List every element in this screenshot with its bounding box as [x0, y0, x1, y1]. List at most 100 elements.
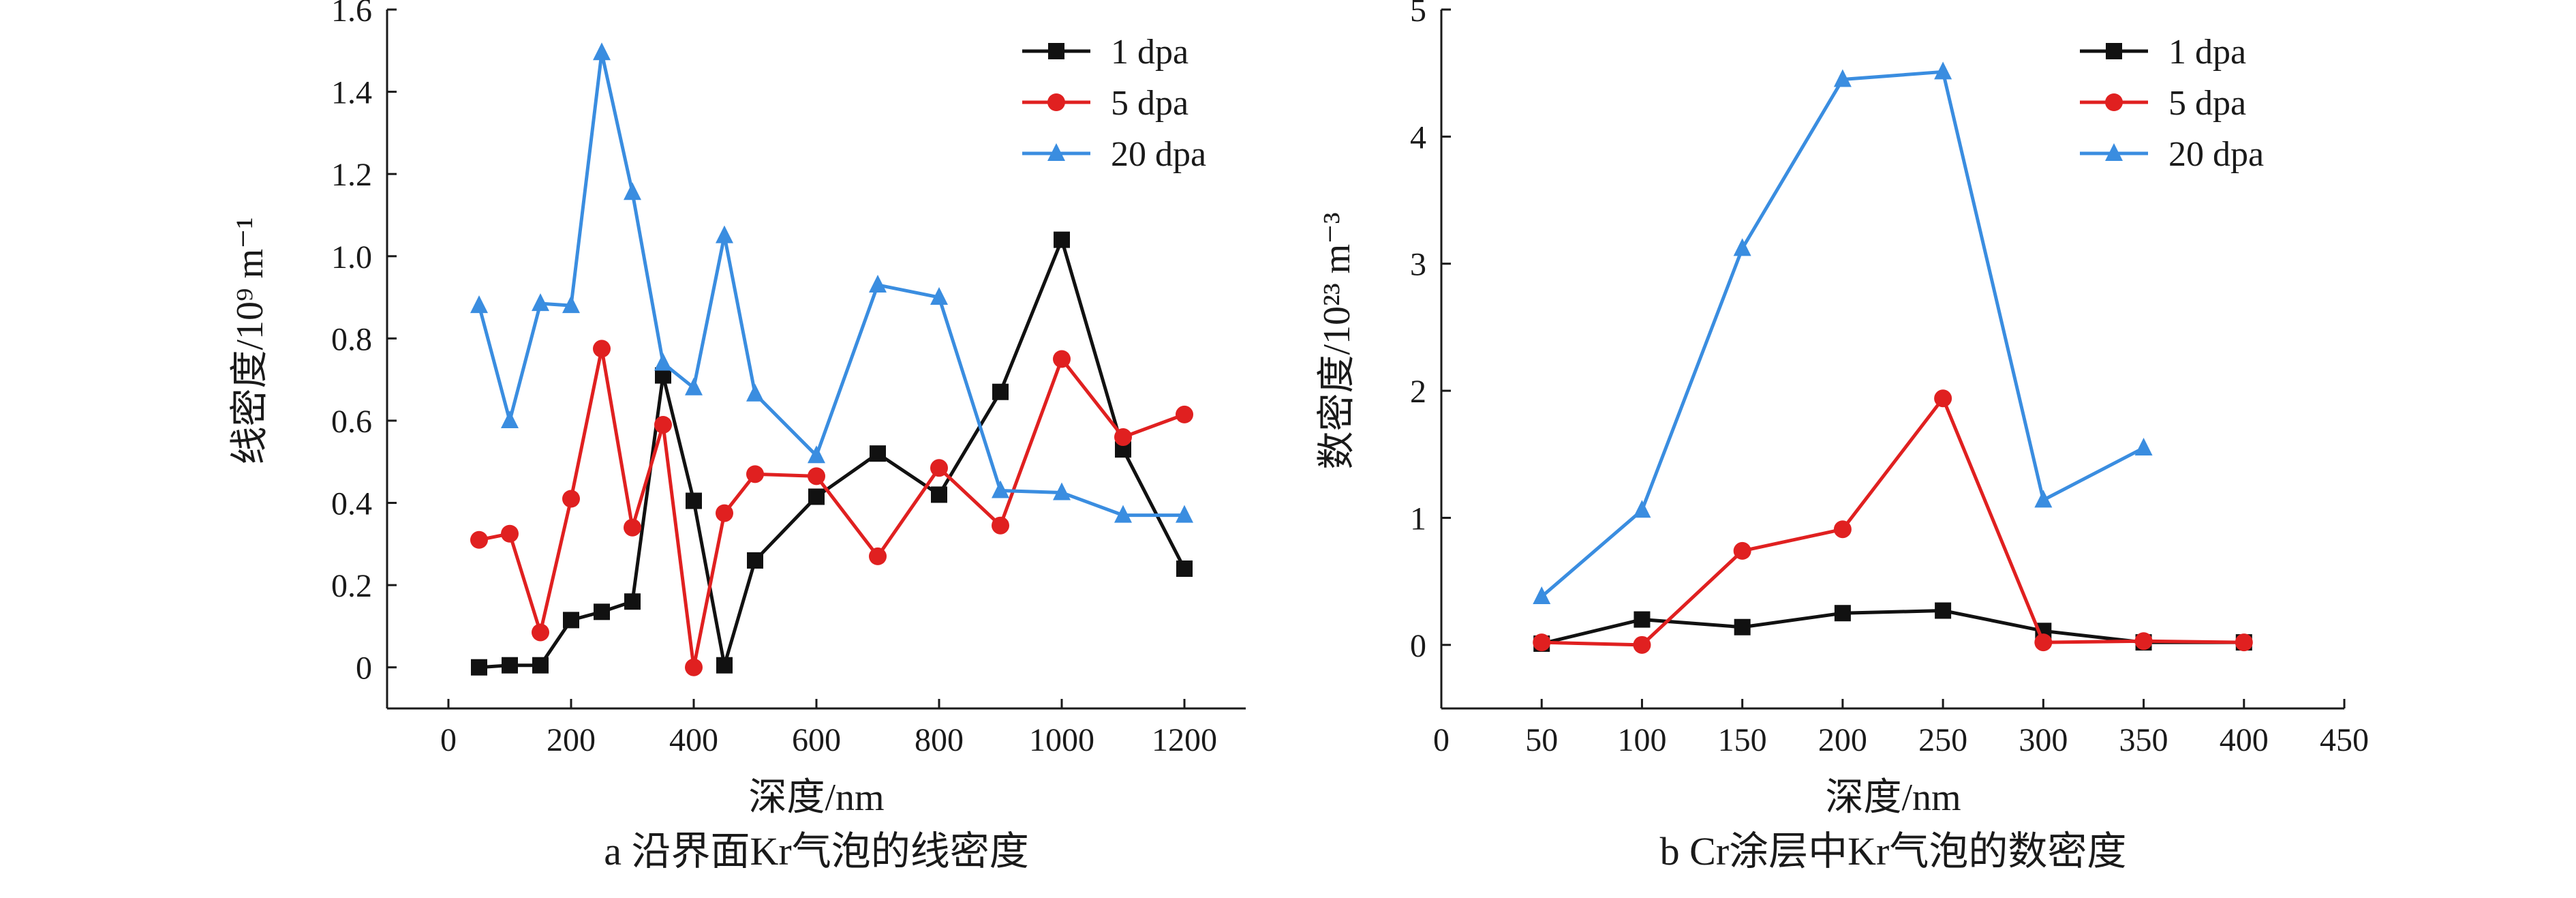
data-point — [501, 410, 519, 428]
data-point — [746, 383, 764, 402]
data-point — [501, 524, 519, 543]
data-point — [1733, 238, 1751, 256]
data-point — [992, 383, 1009, 400]
data-point — [1053, 350, 1071, 368]
legend-marker — [1048, 43, 1064, 59]
data-point — [930, 459, 948, 477]
x-tick-label: 300 — [2019, 722, 2068, 758]
legend-label: 1 dpa — [1111, 33, 1189, 72]
x-tick-label: 100 — [1617, 722, 1666, 758]
x-axis-label: 深度/nm — [1825, 777, 1961, 819]
data-point — [808, 445, 825, 464]
panel-caption: b Cr涂层中Kr气泡的数密度 — [1660, 829, 2127, 873]
x-tick-label: 0 — [440, 722, 457, 758]
legend-marker — [2105, 143, 2123, 161]
x-tick-label: 200 — [1818, 722, 1867, 758]
x-tick-label: 400 — [669, 722, 718, 758]
data-point — [1176, 560, 1193, 577]
data-point — [1633, 635, 1651, 654]
y-tick-label: 0.8 — [331, 321, 372, 357]
data-point — [654, 415, 672, 434]
y-tick-label: 1.4 — [331, 75, 372, 111]
y-tick-label: 1.0 — [331, 239, 372, 275]
legend-label: 1 dpa — [2168, 33, 2246, 72]
y-tick-label: 0 — [356, 650, 372, 687]
series-20-dpa — [470, 42, 1193, 523]
data-point — [562, 490, 580, 508]
data-point — [470, 530, 488, 549]
x-tick-label: 200 — [547, 722, 596, 758]
data-point — [1176, 505, 1193, 523]
data-point — [685, 658, 703, 676]
x-axis-label: 深度/nm — [748, 777, 884, 819]
x-tick-label: 600 — [792, 722, 841, 758]
legend-label: 20 dpa — [1111, 135, 1206, 174]
legend-label: 5 dpa — [2168, 84, 2246, 123]
data-point — [992, 480, 1009, 498]
data-point — [2134, 632, 2153, 650]
data-point — [563, 612, 579, 629]
data-point — [1934, 61, 1952, 80]
data-point — [1053, 482, 1071, 500]
y-tick-label: 4 — [1410, 119, 1426, 155]
data-point — [2034, 490, 2053, 508]
data-point — [1934, 389, 1952, 408]
chart-panel-b: 0 50 100 150 200 250 300 350 400 450 0 1 2 3 4 5 深度/nm 数密… — [1316, 0, 2369, 873]
data-point — [716, 504, 733, 522]
legend-label: 5 dpa — [1111, 84, 1189, 123]
y-tick-label: 1 — [1410, 500, 1426, 537]
data-point — [2034, 633, 2053, 652]
data-point — [992, 516, 1009, 535]
legend: 1 dpa 5 dpa 20 dpa — [1022, 33, 1206, 174]
y-tick-label: 0 — [1410, 628, 1426, 664]
data-point — [624, 518, 641, 537]
data-point — [747, 552, 763, 569]
data-point — [1634, 611, 1651, 628]
y-tick-label: 0.4 — [331, 486, 372, 522]
data-point — [1633, 500, 1651, 518]
data-point — [686, 492, 702, 509]
data-point — [685, 377, 703, 395]
x-tick-label: 1000 — [1029, 722, 1094, 758]
y-tick-label: 2 — [1410, 374, 1426, 410]
legend: 1 dpa 5 dpa 20 dpa — [2080, 33, 2264, 174]
data-point — [593, 42, 611, 61]
y-axis-label: 数密度/10²³ m⁻³ — [1316, 212, 1358, 469]
y-tick-label: 1.2 — [331, 157, 372, 193]
data-point — [470, 295, 488, 314]
data-point — [532, 623, 549, 642]
data-point — [869, 547, 887, 565]
data-point — [532, 293, 549, 312]
data-point — [808, 467, 825, 485]
x-tick-label: 800 — [915, 722, 964, 758]
data-point — [716, 657, 733, 674]
data-point — [930, 287, 948, 305]
x-tick-label: 350 — [2119, 722, 2168, 758]
data-point — [1054, 231, 1070, 248]
data-point — [624, 593, 641, 610]
data-point — [1834, 605, 1851, 622]
panel-caption: a 沿界面Kr气泡的线密度 — [604, 829, 1028, 873]
data-point — [2134, 437, 2153, 455]
data-point — [870, 445, 886, 462]
x-tick-label: 50 — [1525, 722, 1558, 758]
series-20-dpa — [1533, 61, 2153, 604]
data-point — [716, 225, 733, 243]
data-point — [869, 274, 887, 293]
x-tick-label: 250 — [1918, 722, 1967, 758]
data-point — [1114, 505, 1132, 523]
data-point — [624, 182, 641, 200]
data-point — [532, 657, 549, 674]
data-point — [654, 353, 672, 371]
data-point — [1833, 520, 1852, 539]
data-point — [1533, 586, 1551, 604]
x-tick-label: 0 — [1433, 722, 1450, 758]
y-tick-label: 3 — [1410, 247, 1426, 283]
data-point — [562, 295, 580, 314]
data-point — [1734, 618, 1751, 635]
y-tick-label: 5 — [1410, 0, 1426, 29]
y-axis-label: 线密度/10⁹ m⁻¹ — [229, 218, 271, 465]
data-point — [1533, 633, 1551, 652]
